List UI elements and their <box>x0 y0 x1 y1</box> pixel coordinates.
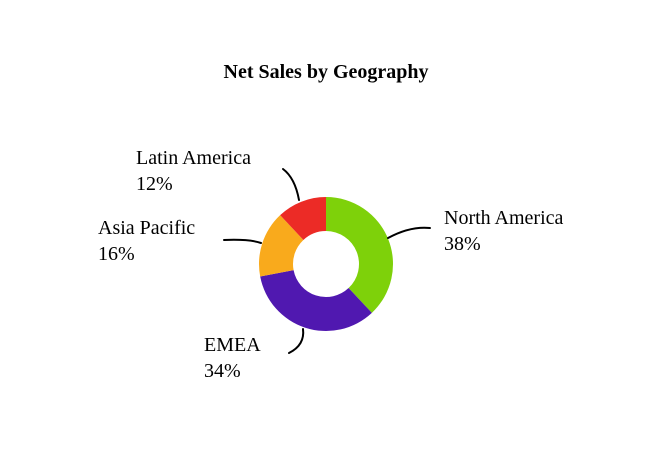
slices <box>259 197 393 331</box>
slice-label-emea: EMEA <box>204 334 261 356</box>
leader-line-north-america <box>387 226 431 239</box>
chart-title: Net Sales by Geography <box>224 61 429 83</box>
slice-label-north-america: North America <box>444 207 564 229</box>
slice-label-latin-america: Latin America <box>136 147 251 169</box>
slice-north-america <box>326 197 393 313</box>
slice-value-latin-america: 12% <box>136 173 173 195</box>
slice-value-asia-pacific: 16% <box>98 243 135 265</box>
slice-asia-pacific <box>259 215 304 277</box>
slice-latin-america <box>280 197 326 240</box>
slice-emea <box>260 270 372 331</box>
leader-lines <box>223 168 431 354</box>
slice-value-emea: 34% <box>204 360 241 382</box>
leader-line-latin-america <box>282 168 300 201</box>
slice-labels: North America 38% EMEA 34% Asia Pacific 16% La… <box>98 147 564 382</box>
leader-line-emea <box>288 328 305 354</box>
slice-value-north-america: 38% <box>444 233 481 255</box>
leader-line-asia-pacific <box>223 238 262 244</box>
slice-label-asia-pacific: Asia Pacific <box>98 217 195 239</box>
